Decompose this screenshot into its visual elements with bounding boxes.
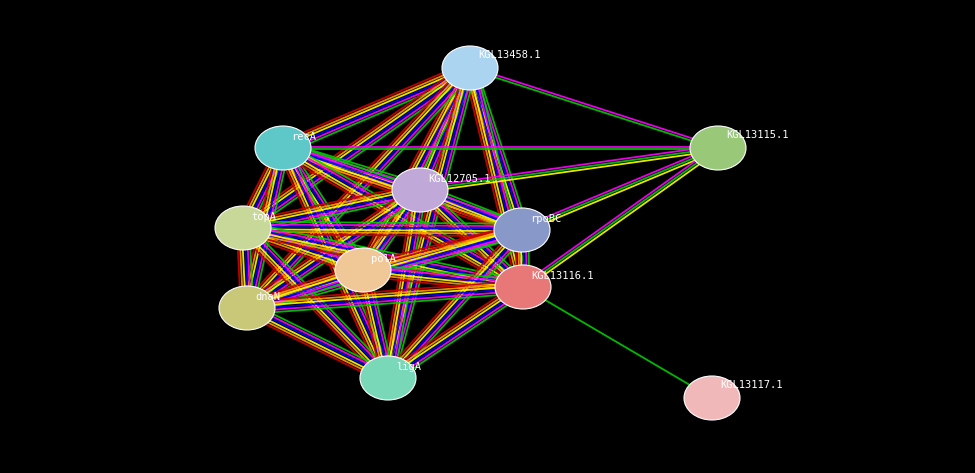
Ellipse shape [392,168,448,212]
Ellipse shape [255,126,311,170]
Text: polA: polA [371,254,396,264]
Ellipse shape [690,126,746,170]
Ellipse shape [442,46,498,90]
Text: KGL13458.1: KGL13458.1 [478,50,540,60]
Ellipse shape [495,265,551,309]
Text: KGL12705.1: KGL12705.1 [428,174,490,184]
Text: ligA: ligA [396,362,421,372]
Text: KGL13116.1: KGL13116.1 [531,271,594,281]
Ellipse shape [335,248,391,292]
Text: KGL13117.1: KGL13117.1 [720,380,783,390]
Ellipse shape [494,208,550,252]
Text: dnaN: dnaN [255,292,280,302]
Text: topA: topA [251,212,276,222]
Ellipse shape [215,206,271,250]
Ellipse shape [219,286,275,330]
Text: rpoBC: rpoBC [530,214,562,224]
Text: KGL13115.1: KGL13115.1 [726,130,789,140]
Ellipse shape [684,376,740,420]
Ellipse shape [360,356,416,400]
Text: recA: recA [291,132,316,142]
